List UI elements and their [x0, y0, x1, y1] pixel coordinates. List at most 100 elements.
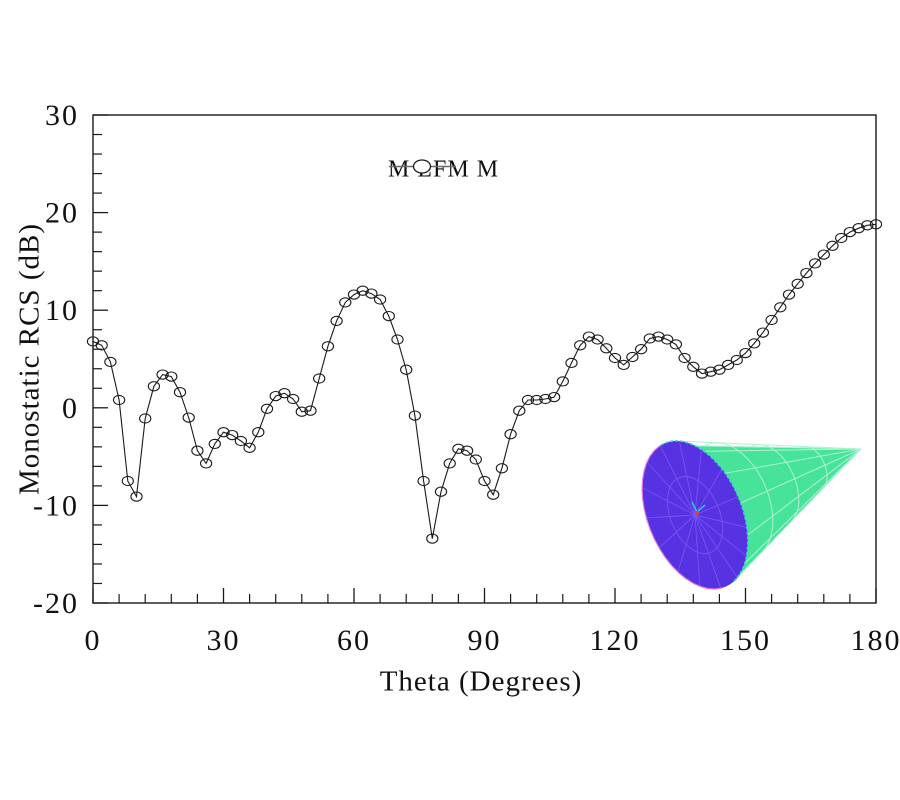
- cone-inset: [641, 440, 862, 590]
- data-point-marker: [487, 489, 500, 500]
- data-point-marker: [243, 442, 256, 453]
- data-point-marker: [182, 412, 195, 423]
- data-point-marker: [817, 249, 830, 260]
- legend: M LFM M: [388, 157, 499, 184]
- cone-mesh-line: [744, 448, 862, 564]
- y-tick-label: 0: [62, 392, 79, 425]
- data-point-marker: [739, 347, 752, 359]
- cone-base-mesh-line: [694, 514, 722, 589]
- data-point-marker: [539, 393, 552, 405]
- data-point-marker: [191, 445, 204, 456]
- data-point-marker: [373, 294, 387, 305]
- x-tick-label: 120: [590, 624, 641, 657]
- data-point-marker: [400, 364, 413, 375]
- data-point-marker: [460, 445, 474, 456]
- data-point-marker: [643, 333, 656, 344]
- cone-base-mesh-line: [659, 445, 696, 516]
- cone-base-mesh-line: [694, 468, 723, 516]
- data-point-marker: [478, 475, 491, 487]
- data-point-marker: [713, 364, 726, 375]
- data-point-marker: [495, 463, 509, 474]
- data-point-marker: [800, 267, 813, 279]
- x-tick-label: 150: [720, 624, 771, 657]
- cone-mesh-ring: [704, 442, 774, 551]
- data-point-marker: [556, 376, 569, 387]
- data-point-marker: [591, 334, 604, 345]
- data-point-marker: [574, 340, 587, 351]
- cone-base-mesh-line: [694, 514, 747, 557]
- data-point-marker: [730, 354, 743, 366]
- data-point-marker: [365, 288, 378, 299]
- cone-mesh-line: [740, 448, 862, 504]
- data-point-marker: [565, 357, 578, 369]
- data-point-marker: [782, 289, 796, 300]
- data-point-marker: [434, 486, 448, 497]
- data-point-marker: [748, 338, 761, 349]
- cone-rim-edge: [660, 440, 749, 584]
- data-point-marker: [313, 373, 326, 384]
- cone-base-mesh-line: [658, 514, 696, 549]
- data-point-marker: [582, 331, 596, 342]
- data-point-marker: [165, 371, 178, 382]
- data-point-marker: [765, 314, 778, 326]
- data-point-marker: [356, 285, 369, 296]
- data-point-marker: [861, 220, 874, 231]
- data-point-marker: [104, 356, 117, 368]
- data-point-marker: [217, 427, 230, 438]
- data-point-marker: [156, 369, 169, 380]
- data-point-marker: [121, 475, 134, 487]
- data-point-marker: [452, 443, 465, 454]
- data-point-marker: [139, 413, 152, 424]
- cone-axes-glyph-icon: [696, 504, 706, 513]
- data-point-marker: [382, 310, 395, 322]
- data-point-marker: [652, 331, 665, 342]
- data-point-marker: [226, 429, 239, 441]
- data-point-marker: [617, 359, 630, 371]
- y-tick-label: -20: [33, 587, 79, 620]
- x-tick-label: 180: [851, 624, 900, 657]
- data-point-marker: [391, 334, 404, 345]
- data-point-marker: [269, 390, 282, 402]
- cone-mesh-ring: [750, 444, 800, 521]
- cone-base-mesh-line: [677, 514, 696, 573]
- data-point-marker: [417, 475, 430, 487]
- data-point-marker: [304, 405, 317, 416]
- legend-line-marker-icon: [389, 159, 456, 174]
- data-point-marker: [278, 388, 291, 399]
- data-point-marker: [504, 429, 517, 440]
- data-point-marker: [469, 454, 482, 465]
- data-point-marker: [661, 334, 674, 345]
- cone-base-mesh-ring: [667, 476, 723, 554]
- cone-mesh-line: [704, 448, 862, 452]
- data-point-marker: [147, 381, 161, 392]
- data-point-marker: [791, 278, 804, 289]
- cone-mesh-ring: [800, 446, 828, 489]
- rcs-curve: [92, 223, 877, 539]
- data-point-marker: [774, 302, 787, 313]
- data-point-marker: [408, 410, 422, 421]
- cone-axes-glyph-icon: [691, 501, 698, 513]
- data-point-marker: [521, 394, 535, 406]
- cone-base-mesh-line: [646, 514, 696, 519]
- data-point-marker: [286, 393, 300, 405]
- data-point-marker: [513, 405, 526, 416]
- data-point-marker: [626, 351, 639, 363]
- cone-base-mesh-line: [694, 514, 748, 528]
- cone-base-mesh-line: [694, 449, 702, 516]
- cone-base-silhouette: [641, 445, 722, 590]
- x-tick-label: 30: [207, 624, 241, 657]
- cone-mesh-line: [681, 440, 862, 450]
- data-point-marker: [234, 435, 248, 447]
- data-point-marker: [260, 403, 274, 414]
- data-point-marker: [530, 394, 543, 406]
- cone-base-mesh-line: [694, 496, 739, 516]
- y-tick-label: 20: [45, 197, 79, 230]
- data-point-marker: [321, 341, 335, 352]
- y-tick-label: -10: [33, 489, 79, 522]
- data-point-marker: [678, 352, 691, 364]
- data-point-marker: [330, 315, 343, 327]
- data-point-marker: [443, 458, 456, 469]
- x-tick-label: 90: [468, 624, 502, 657]
- series-mlfmm: [86, 219, 883, 544]
